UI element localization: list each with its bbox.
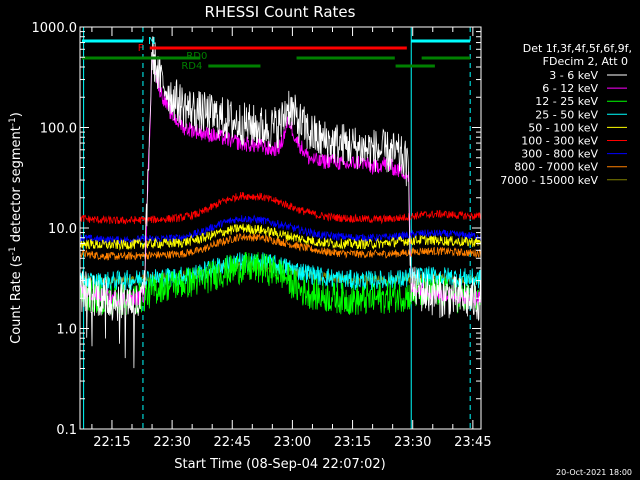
x-tick-label: 22:15 xyxy=(93,435,130,450)
x-tick-label: 23:45 xyxy=(454,435,491,450)
x-tick-label: 23:00 xyxy=(274,435,311,450)
flag-label: RD4 xyxy=(181,61,202,72)
series-line xyxy=(79,232,482,261)
legend-entry-label: 7000 - 15000 keV xyxy=(500,174,598,187)
vertical-markers xyxy=(83,27,471,429)
x-tick-label: 23:30 xyxy=(394,435,431,450)
x-tick-label: 22:30 xyxy=(153,435,190,450)
timestamp: 20-Oct-2021 18:00 xyxy=(556,468,632,477)
y-axis-label-main: Count Rate (s xyxy=(9,255,24,344)
y-tick-label: 100.0 xyxy=(40,122,77,137)
legend-entry-label: 6 - 12 keV xyxy=(542,82,598,95)
legend-header-line-2: FDecim 2, Att 0 xyxy=(543,55,628,68)
y-tick-label: 10.0 xyxy=(48,222,77,237)
y-axis-label-sup2: -1 xyxy=(8,117,18,126)
y-tick-label: 1000.0 xyxy=(32,21,78,36)
series-line xyxy=(79,214,482,245)
flag-label: F xyxy=(138,43,144,54)
legend-entry-label: 50 - 100 keV xyxy=(528,121,598,134)
legend-entry-label: 25 - 50 keV xyxy=(535,108,598,121)
y-axis-label-sup1: -1 xyxy=(8,246,18,255)
y-axis-ticks: 0.1 1.0 10.0 100.0 1000.0 xyxy=(32,21,481,438)
legend-header-line-1: Det 1f,3f,4f,5f,6f,9f, xyxy=(523,42,632,55)
x-axis-ticks: 22:15 22:30 22:45 23:00 23:15 23:30 23:45 xyxy=(91,27,492,450)
flag-label: N xyxy=(148,36,155,47)
series-line xyxy=(79,223,482,251)
flag-label: RD0 xyxy=(186,51,207,62)
x-tick-label: 22:45 xyxy=(214,435,251,450)
y-axis-label-end: ) xyxy=(9,112,24,117)
x-tick-label: 23:15 xyxy=(334,435,371,450)
x-axis-label: Start Time (08-Sep-04 22:07:02) xyxy=(174,457,385,472)
y-tick-label: 0.1 xyxy=(56,423,77,438)
y-axis-label-mid: detector segment xyxy=(9,126,24,246)
y-axis-label: Count Rate (s-1 detector segment-1) xyxy=(8,112,24,344)
legend-entry-label: 800 - 7000 keV xyxy=(514,161,598,174)
legend-entry-label: 100 - 300 keV xyxy=(521,135,598,148)
series-layer xyxy=(79,36,482,369)
y-tick-label: 1.0 xyxy=(56,323,77,338)
chart-title: RHESSI Count Rates xyxy=(205,3,356,21)
legend-entry-label: 3 - 6 keV xyxy=(549,69,598,82)
legend-entry-label: 12 - 25 keV xyxy=(535,95,598,108)
legend-entry-label: 300 - 800 keV xyxy=(521,148,598,161)
series-line xyxy=(79,36,482,369)
legend: Det 1f,3f,4f,5f,6f,9f, FDecim 2, Att 0 3… xyxy=(500,42,632,187)
